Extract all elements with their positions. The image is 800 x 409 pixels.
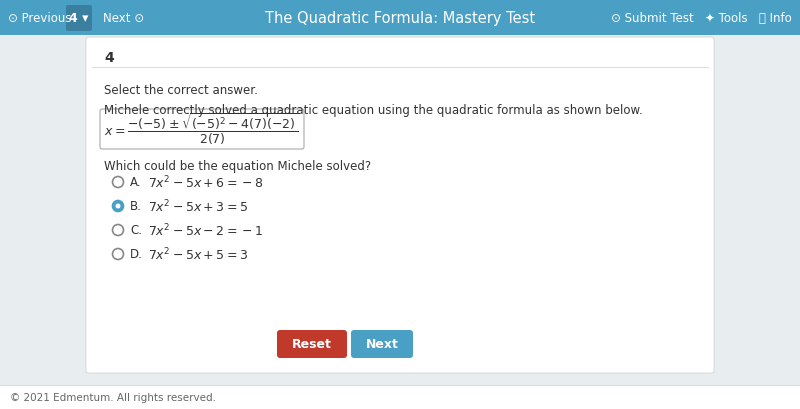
- Text: © 2021 Edmentum. All rights reserved.: © 2021 Edmentum. All rights reserved.: [10, 392, 216, 402]
- FancyBboxPatch shape: [351, 330, 413, 358]
- Circle shape: [113, 201, 123, 212]
- Text: $7x^2 - 5x + 6 = -8$: $7x^2 - 5x + 6 = -8$: [148, 174, 264, 191]
- Text: C.: C.: [130, 224, 142, 237]
- FancyBboxPatch shape: [0, 0, 800, 36]
- Circle shape: [113, 225, 123, 236]
- Text: Which could be the equation Michele solved?: Which could be the equation Michele solv…: [104, 160, 371, 173]
- Text: $7x^2 - 5x + 5 = 3$: $7x^2 - 5x + 5 = 3$: [148, 246, 248, 263]
- Text: D.: D.: [130, 248, 143, 261]
- FancyBboxPatch shape: [86, 38, 714, 373]
- FancyBboxPatch shape: [66, 6, 92, 32]
- FancyBboxPatch shape: [100, 110, 304, 150]
- Text: $7x^2 - 5x + 3 = 5$: $7x^2 - 5x + 3 = 5$: [148, 198, 248, 215]
- Text: Reset: Reset: [292, 338, 332, 351]
- Text: A.: A.: [130, 176, 142, 189]
- Text: ⊙ Submit Test   ✦ Tools   ⓘ Info: ⊙ Submit Test ✦ Tools ⓘ Info: [611, 11, 792, 25]
- Text: Select the correct answer.: Select the correct answer.: [104, 84, 258, 97]
- FancyBboxPatch shape: [0, 385, 800, 409]
- Text: The Quadratic Formula: Mastery Test: The Quadratic Formula: Mastery Test: [265, 11, 535, 25]
- Circle shape: [115, 204, 121, 209]
- Circle shape: [113, 249, 123, 260]
- Text: Next ⊙: Next ⊙: [103, 11, 144, 25]
- Circle shape: [113, 177, 123, 188]
- Text: ⊙ Previous: ⊙ Previous: [8, 11, 71, 25]
- Text: Next: Next: [366, 338, 398, 351]
- Text: $x = \dfrac{-(-5) \pm \sqrt{(-5)^2 - 4(7)(-2)}}{2(7)}$: $x = \dfrac{-(-5) \pm \sqrt{(-5)^2 - 4(7…: [104, 111, 298, 146]
- Text: 4 ▾: 4 ▾: [70, 11, 89, 25]
- Text: Michele correctly solved a quadratic equation using the quadratic formula as sho: Michele correctly solved a quadratic equ…: [104, 104, 642, 117]
- Text: 4: 4: [104, 51, 114, 65]
- FancyBboxPatch shape: [277, 330, 347, 358]
- Text: $7x^2 - 5x - 2 = -1$: $7x^2 - 5x - 2 = -1$: [148, 222, 263, 239]
- Text: B.: B.: [130, 200, 142, 213]
